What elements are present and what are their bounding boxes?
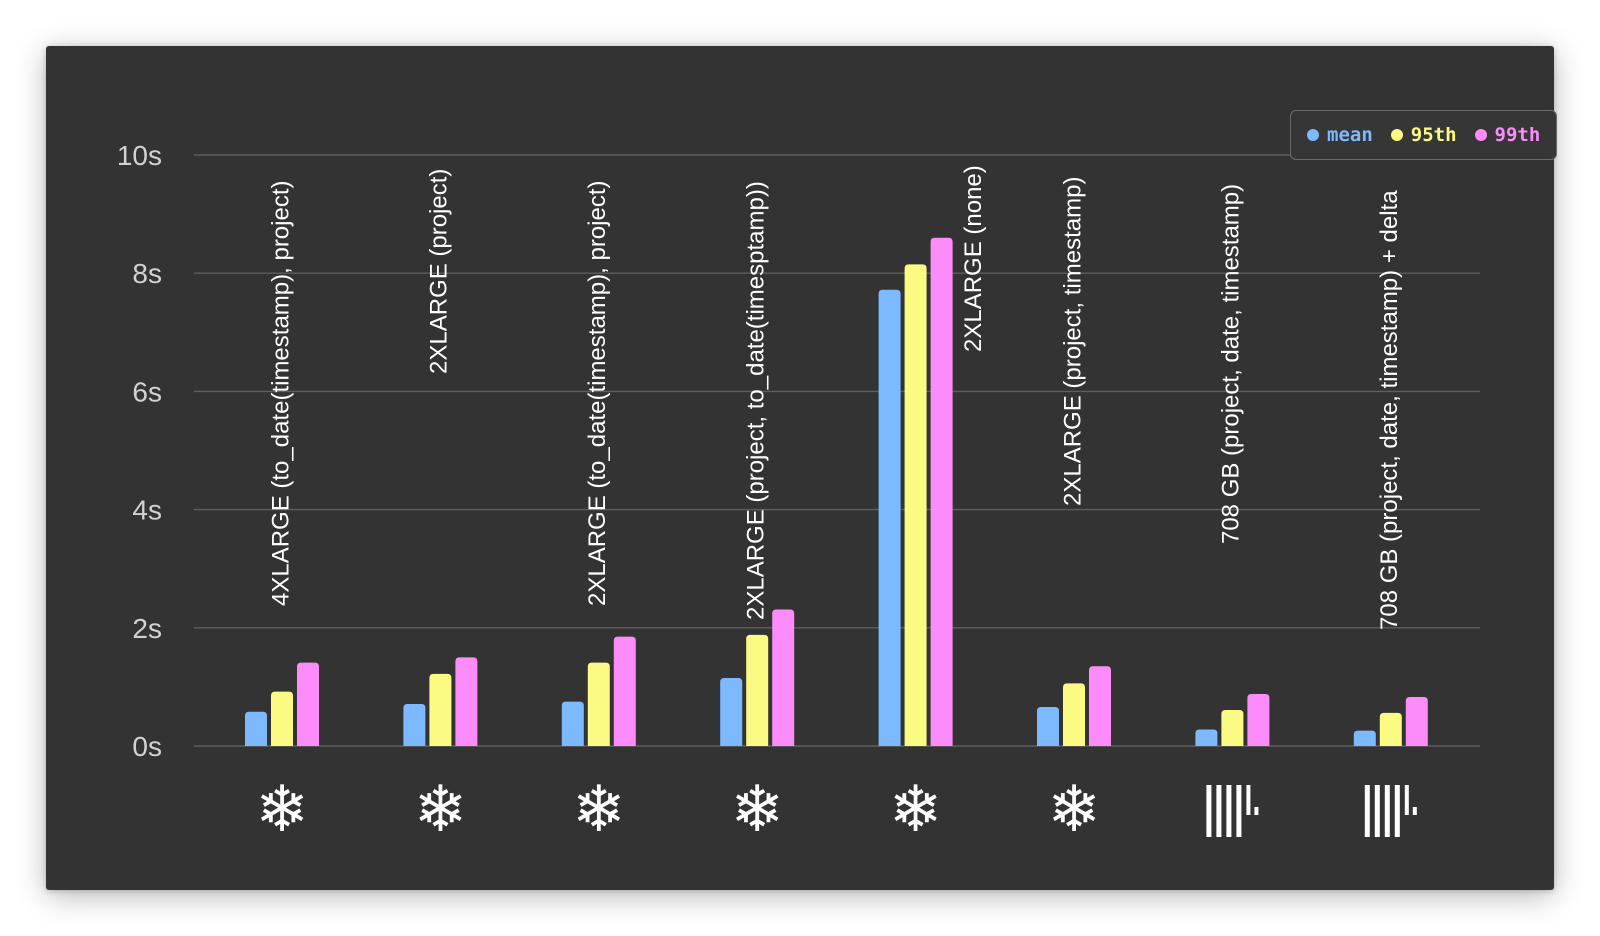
y-tick-label: 10s bbox=[117, 140, 162, 171]
svg-text:❄: ❄ bbox=[889, 773, 943, 847]
category-label: 708 GB (project, date, timestamp) bbox=[1218, 184, 1245, 544]
legend: mean 95th 99th bbox=[1290, 110, 1558, 160]
bar-95th bbox=[429, 673, 452, 746]
category-label: 4XLARGE (to_date(timestamp), project) bbox=[267, 181, 294, 607]
bar-mean bbox=[245, 711, 267, 746]
snowflake-icon: ❄ bbox=[414, 773, 468, 847]
snowflake-icon: ❄ bbox=[889, 773, 943, 847]
svg-text:❄: ❄ bbox=[1047, 773, 1101, 847]
legend-item-95th: 95th bbox=[1390, 124, 1457, 146]
bar-99th bbox=[930, 237, 953, 747]
legend-label-mean: mean bbox=[1327, 124, 1373, 146]
svg-text:❄: ❄ bbox=[414, 773, 468, 847]
svg-text:❄: ❄ bbox=[572, 773, 626, 847]
bar-mean bbox=[1353, 730, 1376, 746]
y-tick-label: 2s bbox=[132, 613, 162, 644]
snowflake-icon: ❄ bbox=[1047, 773, 1101, 847]
category-label: 2XLARGE (project, to_date(timesptamp)) bbox=[743, 181, 770, 620]
bar-95th bbox=[1221, 709, 1244, 746]
legend-swatch-95th bbox=[1390, 129, 1403, 141]
legend-swatch-99th bbox=[1474, 129, 1487, 141]
snowflake-icon: ❄ bbox=[730, 773, 784, 847]
bar-95th bbox=[904, 264, 927, 746]
bar-mean bbox=[1195, 729, 1218, 746]
category-label: 708 GB (project, date, timestamp) + delt… bbox=[1376, 190, 1403, 630]
snowflake-icon: ❄ bbox=[572, 773, 626, 847]
bar-mean bbox=[403, 704, 426, 746]
category-label: 2XLARGE (project) bbox=[426, 169, 453, 374]
bar-mean bbox=[720, 678, 743, 746]
y-tick-label: 6s bbox=[132, 376, 162, 407]
bar-mean bbox=[1037, 706, 1059, 746]
bar-mean bbox=[878, 289, 901, 746]
y-tick-label: 4s bbox=[132, 495, 162, 526]
svg-text:❄: ❄ bbox=[255, 773, 309, 847]
legend-item-mean: mean bbox=[1307, 124, 1373, 146]
bar-95th bbox=[1063, 683, 1085, 746]
y-tick-label: 8s bbox=[132, 258, 162, 289]
category-label: 2XLARGE (project, timestamp) bbox=[1059, 177, 1086, 506]
snowflake-icon: ❄ bbox=[255, 773, 309, 847]
y-tick-label: 0s bbox=[132, 731, 162, 762]
bar-99th bbox=[1405, 696, 1428, 746]
bar-mean bbox=[561, 701, 584, 746]
bar-99th bbox=[772, 609, 795, 746]
category-label: 2XLARGE (to_date(timestamp), project) bbox=[584, 181, 611, 607]
bar-99th bbox=[297, 662, 319, 746]
bar-99th bbox=[613, 636, 636, 746]
category-label: 2XLARGE (none) bbox=[960, 165, 987, 352]
bar-99th bbox=[1247, 693, 1270, 746]
bar-95th bbox=[271, 691, 293, 746]
bar-95th bbox=[587, 662, 610, 746]
chart-card: 0s 2s 4s 6s 8s 10s 4XLARGE (to_date(timestamp)… bbox=[46, 46, 1558, 890]
svg-text:❄: ❄ bbox=[730, 773, 784, 847]
bar-chart: 0s 2s 4s 6s 8s 10s 4XLARGE (to_date(timestamp)… bbox=[117, 140, 1480, 847]
legend-swatch-mean bbox=[1307, 129, 1319, 141]
legend-label-99th: 99th bbox=[1494, 124, 1541, 146]
bar-99th bbox=[1089, 666, 1111, 746]
legend-item-99th: 99th bbox=[1474, 124, 1541, 146]
barcode-icon bbox=[1206, 785, 1259, 837]
barcode-icon bbox=[1364, 785, 1417, 837]
bar-95th bbox=[746, 634, 769, 746]
bar-99th bbox=[455, 657, 478, 746]
bar-95th bbox=[1379, 712, 1402, 746]
legend-label-95th: 95th bbox=[1410, 124, 1457, 146]
